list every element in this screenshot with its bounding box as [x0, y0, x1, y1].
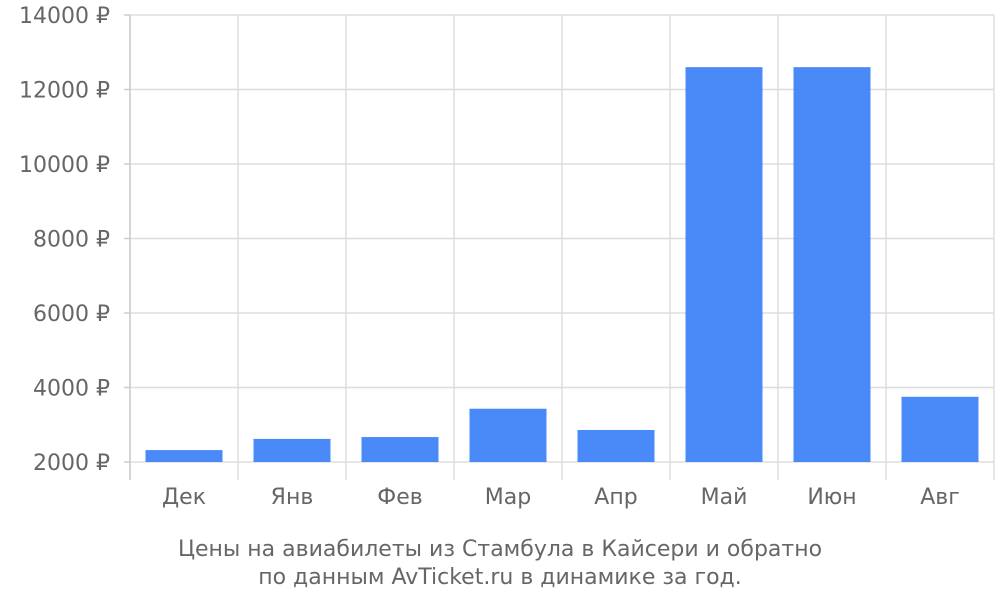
x-tick-label: Мар — [485, 485, 531, 510]
y-tick-label: 6000 ₽ — [33, 302, 110, 327]
axes — [124, 14, 131, 480]
x-tick-label: Фев — [377, 485, 422, 510]
x-tick-label: Июн — [807, 485, 856, 510]
chart-caption-line-2: по данным AvTicket.ru в динамике за год. — [258, 565, 742, 590]
y-tick-label: 12000 ₽ — [19, 79, 110, 104]
y-tick-label: 14000 ₽ — [19, 4, 110, 29]
x-tick-label: Дек — [162, 485, 206, 510]
y-axis-tick-labels: 2000 ₽ 4000 ₽ 6000 ₽ 8000 ₽ 10000 ₽ 12000 ₽ 14… — [19, 4, 110, 476]
bar-7 — [901, 396, 979, 462]
x-tick-label: Янв — [271, 485, 314, 510]
x-tick-label: Май — [701, 485, 748, 510]
bar-5 — [685, 67, 763, 463]
x-axis-tick-labels: Дек Янв Фев Мар Апр Май Июн Авг — [162, 485, 960, 510]
bar-4 — [577, 429, 655, 462]
bar-0 — [145, 450, 223, 462]
x-tick-label: Апр — [594, 485, 637, 510]
bar-6 — [793, 67, 871, 463]
chart-caption-line-1: Цены на авиабилеты из Стамбула в Кайсери… — [178, 537, 822, 562]
grid-lines — [129, 14, 995, 480]
x-tick-label: Авг — [920, 485, 960, 510]
y-tick-label: 10000 ₽ — [19, 153, 110, 178]
y-tick-label: 8000 ₽ — [33, 228, 110, 253]
y-tick-label: 4000 ₽ — [33, 377, 110, 402]
bar-1 — [253, 438, 331, 462]
bars — [145, 67, 979, 463]
bar-2 — [361, 437, 439, 462]
bar-3 — [469, 408, 547, 462]
y-tick-label: 2000 ₽ — [33, 451, 110, 476]
